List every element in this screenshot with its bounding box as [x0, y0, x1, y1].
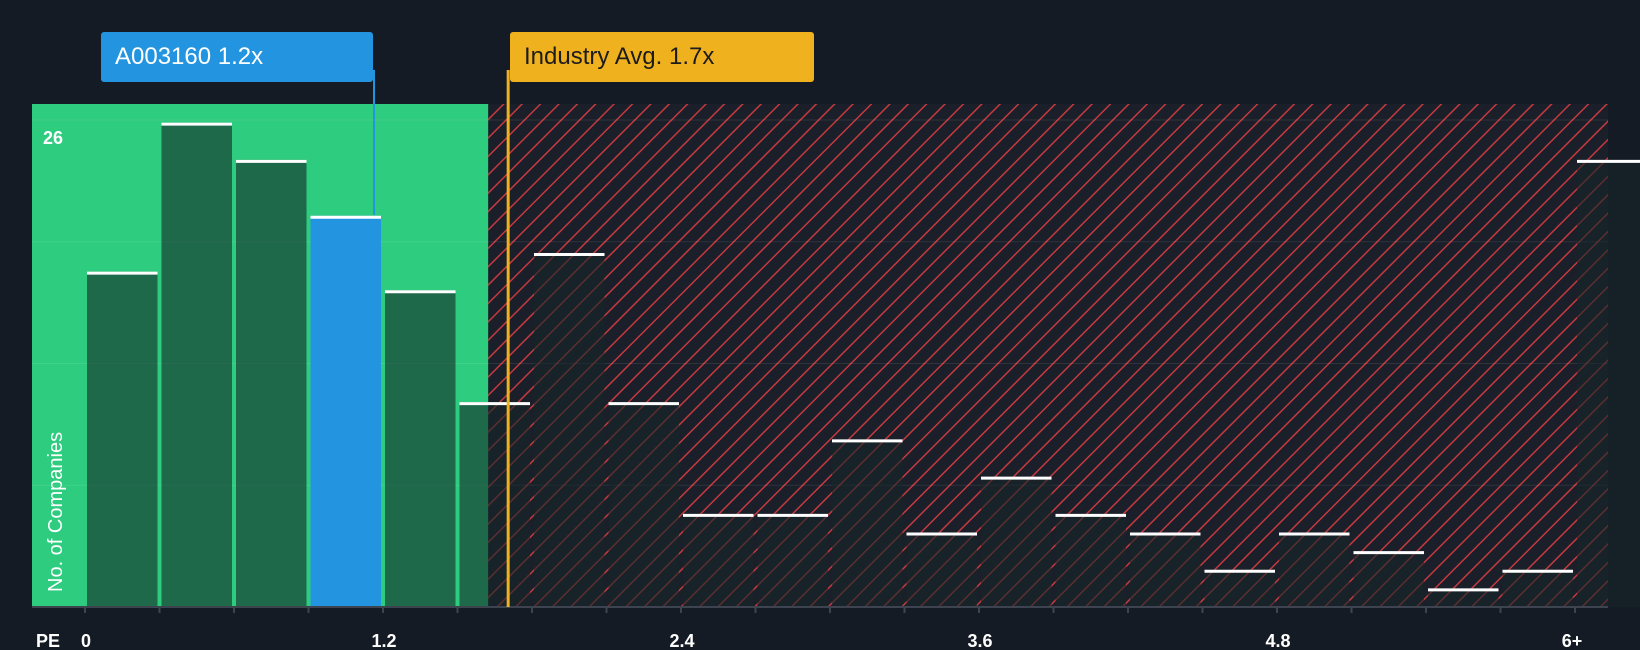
bar — [534, 253, 605, 607]
bar — [459, 402, 530, 607]
x-tick-label: 0 — [81, 631, 91, 650]
bar-highlighted — [310, 215, 381, 607]
x-tick-label: 3.6 — [967, 631, 992, 650]
x-axis-ticks — [84, 607, 1576, 613]
bar — [608, 402, 679, 607]
bar — [757, 513, 828, 607]
bar — [832, 439, 903, 607]
bar — [981, 476, 1052, 607]
x-tick-label: 2.4 — [669, 631, 694, 650]
bar — [1130, 532, 1201, 607]
x-tick-label: 1.2 — [371, 631, 396, 650]
bars — [87, 122, 1640, 607]
bar — [1204, 569, 1275, 607]
y-axis-label: No. of Companies — [45, 432, 67, 592]
bar — [1502, 569, 1573, 607]
bar — [1428, 588, 1499, 607]
bar — [87, 271, 158, 607]
x-tick-label: 4.8 — [1265, 631, 1290, 650]
bar — [236, 159, 307, 607]
bar — [1279, 532, 1350, 607]
bar — [683, 513, 754, 607]
bar — [1577, 159, 1640, 607]
x-tick-labels: 0 1.2 2.4 3.6 4.8 6+ — [81, 631, 1582, 650]
bar — [1353, 551, 1424, 607]
bar — [906, 532, 977, 607]
company-pe-callout: A003160 1.2x — [101, 32, 373, 82]
x-axis-label: PE — [36, 631, 60, 650]
x-tick-label: 6+ — [1562, 631, 1583, 650]
y-tick-label: 26 — [43, 128, 63, 148]
industry-avg-callout: Industry Avg. 1.7x — [510, 32, 814, 82]
bar — [161, 122, 232, 607]
bar — [1055, 513, 1126, 607]
bar — [385, 290, 456, 607]
